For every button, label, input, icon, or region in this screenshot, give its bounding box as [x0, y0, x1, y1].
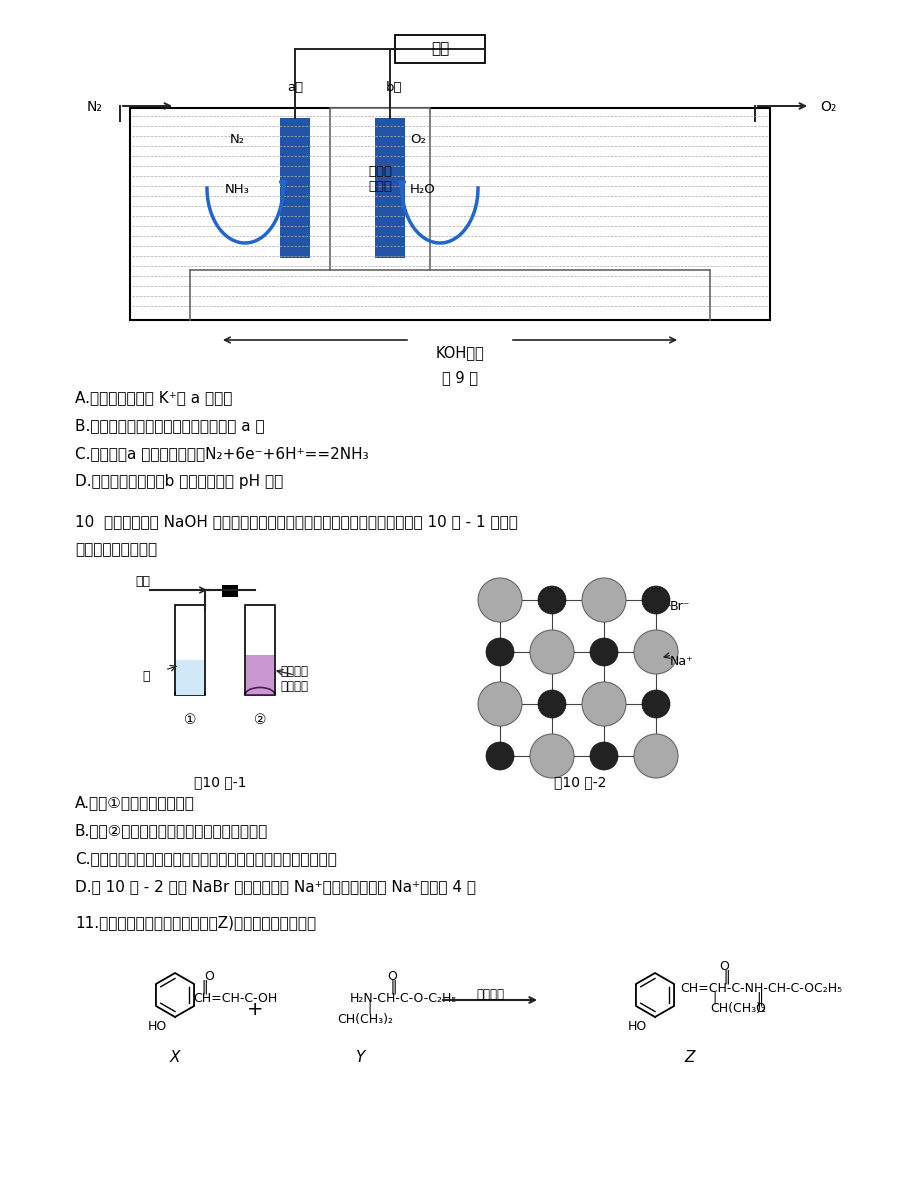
Text: 下列说法不正确的是: 下列说法不正确的是: [75, 542, 157, 557]
Text: D.电解一段时间后，b 极附近溶液的 pH 减小: D.电解一段时间后，b 极附近溶液的 pH 减小: [75, 474, 283, 490]
Text: CH(CH₃)₂: CH(CH₃)₂: [336, 1014, 392, 1025]
Circle shape: [633, 734, 677, 778]
Text: ‖: ‖: [359, 980, 397, 994]
Circle shape: [478, 578, 521, 622]
Text: B.装置②的现象是高锰酸钾酸性溶液紫色褪去: B.装置②的现象是高锰酸钾酸性溶液紫色褪去: [75, 823, 268, 838]
Text: D.题 10 图 - 2 所示 NaBr 晶胞中，每个 Na⁺周围距离最近的 Na⁺数目为 4 个: D.题 10 图 - 2 所示 NaBr 晶胞中，每个 Na⁺周围距离最近的 N…: [75, 879, 475, 894]
Text: 10  检验溴乙烷与 NaOH 乙醇溶液共热生成的气体中是否含有乙烯，装置如题 10 图 - 1 所示。: 10 检验溴乙烷与 NaOH 乙醇溶液共热生成的气体中是否含有乙烯，装置如题 1…: [75, 515, 517, 529]
Circle shape: [538, 690, 565, 718]
Bar: [175, 605, 205, 696]
Circle shape: [529, 734, 573, 778]
Text: X: X: [170, 1050, 180, 1065]
Text: ①: ①: [184, 713, 196, 727]
Bar: [176, 660, 204, 696]
Circle shape: [478, 682, 521, 727]
Text: 水: 水: [142, 671, 150, 682]
Circle shape: [589, 638, 618, 666]
Circle shape: [582, 578, 625, 622]
Text: Z: Z: [684, 1050, 695, 1065]
Text: 题 9 图: 题 9 图: [441, 370, 478, 385]
Text: +: +: [246, 1000, 263, 1019]
Text: CH(CH₃)₂: CH(CH₃)₂: [709, 1002, 766, 1015]
Text: CH=CH-C-OH: CH=CH-C-OH: [193, 992, 277, 1005]
Text: Br⁻: Br⁻: [669, 600, 689, 613]
Text: H₂O: H₂O: [410, 183, 436, 197]
Text: A.电解时，溶液中 K⁺向 a 极移动: A.电解时，溶液中 K⁺向 a 极移动: [75, 389, 233, 405]
Text: |: |: [368, 1002, 371, 1015]
Text: 一定条件: 一定条件: [475, 989, 504, 1000]
Text: N₂: N₂: [87, 100, 103, 114]
Text: NH₃: NH₃: [225, 183, 250, 197]
Bar: [394, 35, 484, 63]
Circle shape: [485, 742, 514, 771]
Circle shape: [538, 586, 565, 615]
Circle shape: [633, 630, 677, 674]
Text: a极: a极: [287, 81, 302, 94]
Bar: [244, 605, 275, 696]
Text: CH=CH-C-NH-CH-C-OC₂H₅: CH=CH-C-NH-CH-C-OC₂H₅: [679, 983, 841, 994]
Text: 电源: 电源: [430, 42, 448, 56]
Text: |: |: [712, 992, 716, 1005]
Bar: [330, 108, 429, 270]
Text: N₂: N₂: [230, 133, 244, 146]
Text: 11.抗氧化剂香豆酰缬氨酸乙酯（Z)可由下列反应制得。: 11.抗氧化剂香豆酰缬氨酸乙酯（Z)可由下列反应制得。: [75, 915, 316, 930]
Text: H₂N-CH-C-O-C₂H₅: H₂N-CH-C-O-C₂H₅: [349, 992, 457, 1005]
Bar: [130, 108, 769, 320]
Text: 题10 图-2: 题10 图-2: [553, 775, 606, 788]
Text: C.电解时，a 极上发生反应：N₂+6e⁻+6H⁺==2NH₃: C.电解时，a 极上发生反应：N₂+6e⁻+6H⁺==2NH₃: [75, 445, 369, 461]
Text: HO: HO: [147, 1019, 166, 1033]
Text: O: O: [679, 960, 729, 973]
Circle shape: [582, 682, 625, 727]
Text: O₂: O₂: [819, 100, 835, 114]
Circle shape: [589, 742, 618, 771]
Text: ‖: ‖: [193, 980, 209, 994]
Bar: [279, 118, 310, 258]
Text: C.将生成的气体直接通入溴的四氯化碳溶液也可以达到实验目的: C.将生成的气体直接通入溴的四氯化碳溶液也可以达到实验目的: [75, 852, 336, 866]
Text: b极: b极: [385, 81, 402, 94]
Text: ‖: ‖: [755, 992, 763, 1006]
Bar: [245, 655, 274, 696]
Text: 阳离子
交换膜: 阳离子 交换膜: [368, 166, 391, 193]
Circle shape: [529, 630, 573, 674]
Circle shape: [641, 690, 669, 718]
Text: O: O: [359, 969, 397, 983]
Text: Na⁺: Na⁺: [669, 655, 693, 668]
Text: 酸性高锰
酸钾溶液: 酸性高锰 酸钾溶液: [279, 665, 308, 693]
Bar: [375, 118, 404, 258]
Bar: [221, 585, 238, 597]
Text: KOH溶液: KOH溶液: [436, 345, 483, 360]
Circle shape: [485, 638, 514, 666]
Text: ‖: ‖: [679, 969, 730, 985]
Text: HO: HO: [627, 1019, 646, 1033]
Text: B.电解时，电子由电源负极经导线流向 a 极: B.电解时，电子由电源负极经导线流向 a 极: [75, 418, 265, 434]
Text: O₂: O₂: [410, 133, 425, 146]
Circle shape: [641, 586, 669, 615]
Text: O: O: [193, 969, 215, 983]
Text: Y: Y: [355, 1050, 364, 1065]
Text: A.装置①的作用是除去乙醇: A.装置①的作用是除去乙醇: [75, 796, 195, 810]
Text: ②: ②: [254, 713, 266, 727]
Text: O: O: [754, 1002, 764, 1015]
Text: 题10 图-1: 题10 图-1: [194, 775, 246, 788]
Text: 气体: 气体: [135, 575, 150, 588]
